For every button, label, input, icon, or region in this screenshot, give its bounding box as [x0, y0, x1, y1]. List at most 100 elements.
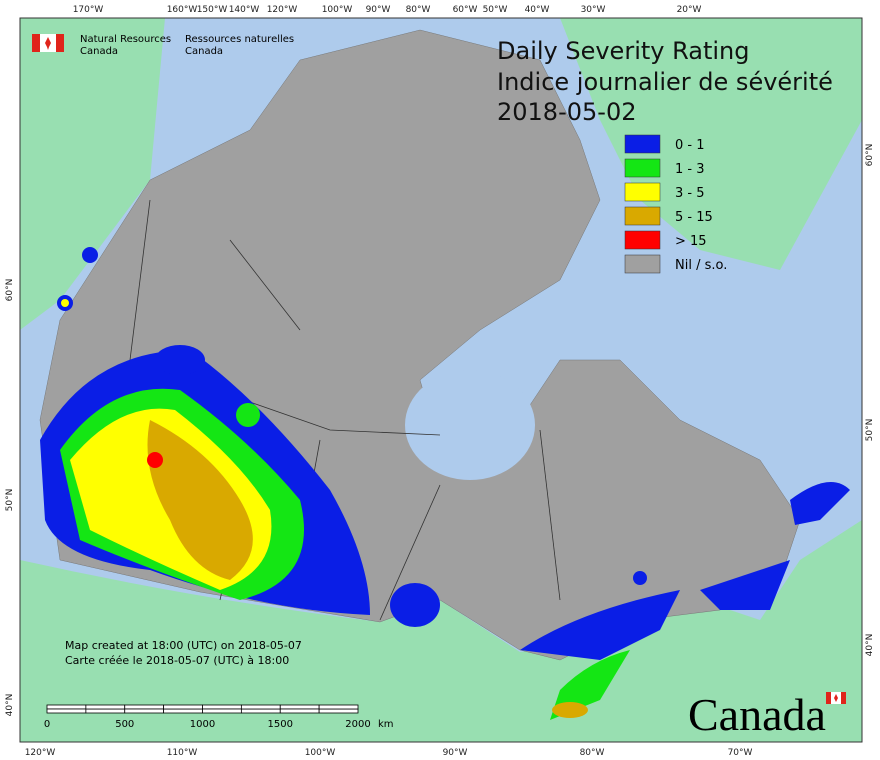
wordmark-flag: [826, 692, 846, 704]
scale-segment: [279, 708, 320, 714]
flag-bar: [32, 34, 40, 52]
scale-segment: [318, 708, 359, 714]
department-fr: Canada: [185, 46, 223, 57]
longitude-label: 20°W: [677, 5, 702, 15]
scale-segment: [163, 704, 203, 710]
latitude-label: 60°N: [5, 279, 15, 302]
severity-area: [790, 482, 850, 525]
border: [539, 429, 561, 601]
scale-segment: [124, 708, 165, 714]
latitude-label: 40°N: [5, 694, 15, 717]
footer-note: Carte créée le 2018-05-07 (UTC) à 18:00: [65, 654, 289, 667]
graticule-labels: 170°W 160°W 150°W 140°W 120°W 100°W 90°W 80°W 60…: [5, 5, 875, 758]
longitude-label: 120°W: [25, 748, 56, 758]
severity-area: [61, 299, 69, 307]
title: Daily Severity Rating: [497, 37, 749, 65]
legend-label: 1 - 3: [675, 162, 705, 177]
longitude-label: 100°W: [322, 5, 353, 15]
longitude-label: 90°W: [366, 5, 391, 15]
border: [229, 239, 301, 331]
longitude-label: 90°W: [443, 748, 468, 758]
scale-segment: [46, 708, 87, 714]
severity-area: [700, 560, 790, 610]
border: [379, 484, 441, 621]
hudson-bay: [405, 370, 535, 480]
legend-swatch: [624, 134, 661, 154]
legend-label: Nil / s.o.: [675, 258, 727, 273]
legend: 0 - 1 1 - 3 3 - 5 5 - 15 > 15 Nil / s.o.: [624, 134, 727, 274]
flag-bar: [826, 692, 831, 704]
legend-label: 0 - 1: [675, 138, 705, 153]
map-frame: [19, 17, 863, 743]
scale-unit: km: [378, 719, 394, 730]
longitude-label: 100°W: [305, 748, 336, 758]
flag-bar: [841, 692, 846, 704]
title: Indice journalier de sévérité: [497, 68, 833, 96]
severity-area: [147, 452, 163, 468]
severity-area: [520, 590, 680, 660]
longitude-label: 150°W: [197, 5, 228, 15]
latitude-label: 60°N: [865, 144, 875, 167]
scale-label: 2000: [345, 719, 370, 730]
legend-swatch: [624, 182, 661, 202]
scale-segment: [85, 704, 126, 710]
alaska-land: [20, 18, 165, 330]
department-en: Canada: [80, 46, 118, 57]
flag-bar: [56, 34, 64, 52]
legend-label: 3 - 5: [675, 186, 705, 201]
legend-swatch: [624, 206, 661, 226]
latitude-label: 40°N: [865, 634, 875, 657]
scale-segment: [163, 708, 203, 714]
scale-label: 500: [115, 719, 134, 730]
severity-area: [155, 345, 205, 375]
legend-swatch: [624, 254, 661, 274]
goc-signature: Natural Resources Canada Ressources natu…: [32, 34, 294, 57]
longitude-label: 60°W: [453, 5, 478, 15]
flag-leaf: [45, 37, 51, 50]
department-fr: Ressources naturelles: [185, 34, 294, 45]
longitude-label: 50°W: [483, 5, 508, 15]
severity-area: [390, 583, 440, 627]
longitude-label: 120°W: [267, 5, 298, 15]
legend-label: 5 - 15: [675, 210, 713, 225]
severity-area: [236, 403, 260, 427]
longitude-label: 140°W: [229, 5, 260, 15]
scale-label: 1500: [268, 719, 293, 730]
scale-segment: [85, 708, 126, 714]
longitude-label: 70°W: [728, 748, 753, 758]
flag-leaf: [834, 694, 838, 702]
scale-segment: [279, 704, 320, 710]
latitude-label: 50°N: [865, 419, 875, 442]
severity-area: [552, 702, 588, 718]
longitude-label: 40°W: [525, 5, 550, 15]
department-en: Natural Resources: [80, 34, 171, 45]
scale-label: 1000: [190, 719, 215, 730]
usa-land: [20, 520, 862, 742]
legend-label: > 15: [675, 234, 707, 249]
longitude-label: 30°W: [581, 5, 606, 15]
longitude-label: 160°W: [167, 5, 198, 15]
longitude-label: 80°W: [406, 5, 431, 15]
fire-severity-areas: [40, 247, 850, 720]
latitude-label: 50°N: [5, 489, 15, 512]
wordmark: Canada: [688, 689, 826, 740]
legend-swatch: [624, 158, 661, 178]
longitude-label: 80°W: [580, 748, 605, 758]
title: 2018-05-02: [497, 98, 636, 126]
scale-bar: 0 500 1000 1500 2000 km: [44, 704, 394, 730]
scale-segment: [318, 704, 359, 710]
severity-area: [82, 247, 98, 263]
scale-segment: [240, 708, 281, 714]
scale-segment: [46, 704, 87, 710]
footer-note: Map created at 18:00 (UTC) on 2018-05-07: [65, 639, 302, 652]
longitude-label: 110°W: [167, 748, 198, 758]
severity-area: [633, 571, 647, 585]
border: [129, 199, 151, 361]
longitude-label: 170°W: [73, 5, 104, 15]
severity-area: [147, 420, 253, 580]
scale-segment: [124, 704, 165, 710]
scale-label: 0: [44, 719, 50, 730]
scale-segment: [240, 704, 281, 710]
legend-swatch: [624, 230, 661, 250]
